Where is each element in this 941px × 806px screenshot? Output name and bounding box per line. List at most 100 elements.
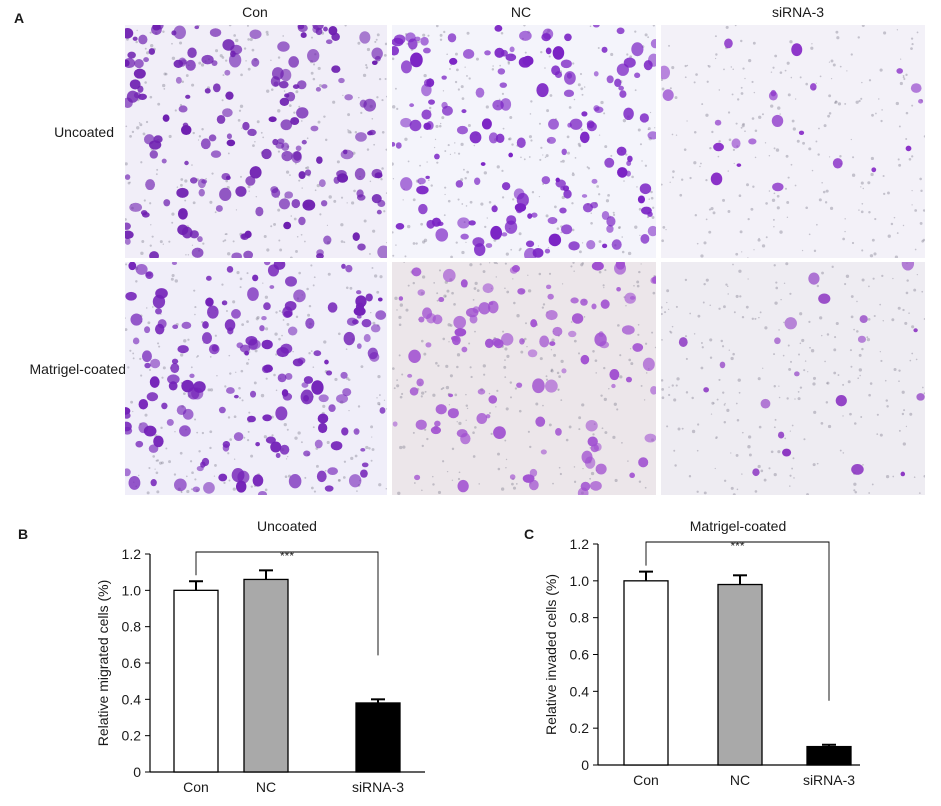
pore-dot <box>741 315 745 319</box>
stained-cell <box>637 195 646 204</box>
stained-cell <box>771 114 784 127</box>
pore-dot <box>504 347 508 351</box>
pore-dot <box>170 277 174 281</box>
pore-dot <box>333 199 337 203</box>
y-axis-label: Relative migrated cells (%) <box>95 580 111 747</box>
pore-dot <box>808 320 811 323</box>
pore-dot <box>285 458 288 460</box>
stained-cell <box>591 303 597 310</box>
pore-dot <box>603 287 605 289</box>
pore-dot <box>581 403 585 407</box>
stained-cell <box>548 233 562 247</box>
pore-dot <box>715 437 717 439</box>
stained-cell <box>584 456 596 469</box>
y-tick-label: 1.0 <box>122 582 142 598</box>
pore-dot <box>779 230 783 234</box>
stained-cell <box>477 388 486 395</box>
stained-cell <box>150 479 157 487</box>
stained-cell <box>128 475 141 490</box>
pore-dot <box>916 31 919 34</box>
pore-dot <box>347 129 349 131</box>
pore-dot <box>794 398 796 400</box>
pore-dot <box>503 365 507 369</box>
pore-dot <box>292 350 294 353</box>
pore-dot <box>311 36 313 39</box>
pore-dot <box>870 156 874 161</box>
pore-dot <box>770 450 774 454</box>
stained-cell <box>438 297 445 303</box>
stained-cell <box>371 194 382 204</box>
y-tick-label: 0.8 <box>122 619 142 635</box>
pore-dot <box>559 472 562 476</box>
pore-dot <box>294 162 297 165</box>
pore-dot <box>828 112 832 115</box>
stained-cell <box>355 132 367 142</box>
stained-cell <box>629 296 636 300</box>
pore-dot <box>193 289 196 292</box>
pore-dot <box>879 303 882 306</box>
pore-dot <box>152 455 156 458</box>
pore-dot <box>590 222 593 225</box>
pore-dot <box>228 25 232 27</box>
pore-dot <box>545 375 548 378</box>
pore-dot <box>883 31 887 35</box>
pore-dot <box>473 287 477 290</box>
pore-dot <box>191 83 195 87</box>
pore-dot <box>857 36 860 39</box>
stained-cell <box>541 176 551 185</box>
stained-cell <box>311 380 324 395</box>
pore-dot <box>348 409 350 412</box>
stained-cell <box>247 287 259 301</box>
y-tick-label: 1.0 <box>570 573 590 589</box>
pore-dot <box>701 346 704 349</box>
pore-dot <box>246 320 249 323</box>
stained-cell <box>197 236 203 243</box>
stained-cell <box>469 131 482 144</box>
pore-dot <box>437 364 440 367</box>
pore-dot <box>305 166 308 170</box>
pore-dot <box>168 134 172 139</box>
pore-dot <box>636 280 640 284</box>
pore-dot <box>561 283 564 285</box>
stained-cell <box>484 338 494 348</box>
pore-dot <box>681 427 684 430</box>
pore-dot <box>830 59 834 63</box>
stained-cell <box>661 65 671 80</box>
pore-dot <box>296 235 299 238</box>
pore-dot <box>312 366 315 368</box>
stained-cell <box>300 32 307 39</box>
pore-dot <box>232 487 236 491</box>
pore-dot <box>553 353 557 357</box>
pore-dot <box>725 25 729 29</box>
pore-dot <box>129 135 132 138</box>
pore-dot <box>711 401 715 405</box>
stained-cell <box>275 406 288 421</box>
stained-cell <box>468 220 476 226</box>
pore-dot <box>856 300 858 303</box>
pore-dot <box>306 166 310 169</box>
pore-dot <box>839 155 842 158</box>
pore-dot <box>594 359 598 363</box>
stained-cell <box>409 119 422 132</box>
pore-dot <box>287 456 289 458</box>
stained-cell <box>518 56 532 68</box>
stained-cell <box>138 34 148 45</box>
pore-dot <box>784 69 787 72</box>
pore-dot <box>467 124 471 128</box>
pore-dot <box>765 202 768 205</box>
pore-dot <box>505 252 509 256</box>
pore-dot <box>315 464 319 468</box>
stained-cell <box>407 38 418 50</box>
pore-dot <box>254 141 256 143</box>
stained-cell <box>263 302 271 311</box>
pore-dot <box>770 71 773 73</box>
pore-dot <box>241 323 245 327</box>
pore-dot <box>810 46 814 50</box>
pore-dot <box>396 309 398 311</box>
stained-cell <box>631 42 644 57</box>
pore-dot <box>171 273 175 278</box>
pore-dot <box>370 425 374 429</box>
stained-cell <box>176 187 189 198</box>
stained-cell <box>130 313 143 326</box>
pore-dot <box>289 174 291 176</box>
